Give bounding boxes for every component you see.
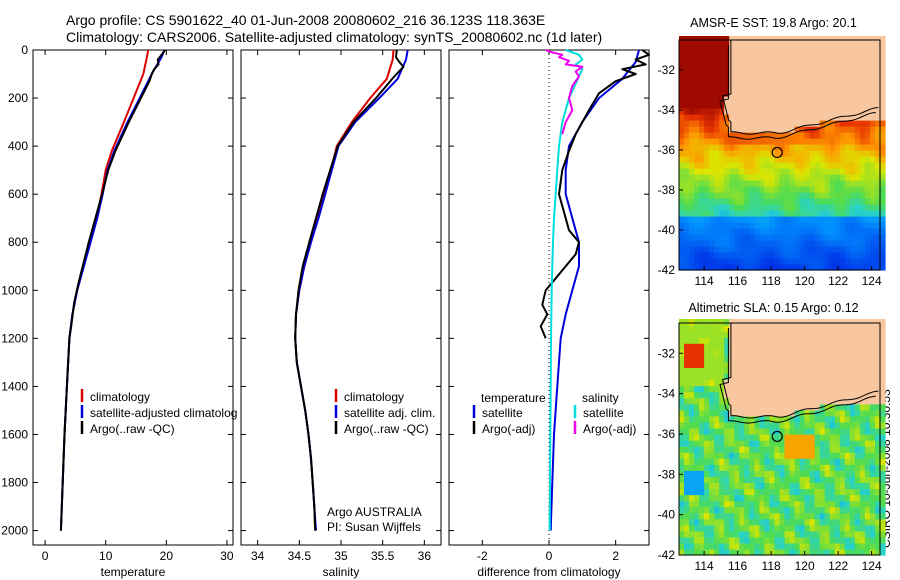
y-tick-label: -42 — [658, 263, 676, 277]
y-tick-label: 600 — [8, 187, 28, 201]
annotation-float-program: Argo AUSTRALIA — [327, 505, 422, 519]
y-tick-label: -36 — [658, 427, 676, 441]
y-tick-label: 2000 — [1, 524, 28, 538]
figure-title-line-1: Argo profile: CS 5901622_40 01-Jun-2008 … — [66, 12, 546, 28]
y-tick-label: 200 — [8, 91, 28, 105]
map-title: AMSR-E SST: 19.8 Argo: 20.1 — [690, 16, 857, 30]
coastline — [721, 40, 879, 135]
x-tick-label: 114 — [695, 559, 714, 573]
legend-heading: temperature — [481, 391, 546, 405]
legend-entry: Argo(-adj) — [482, 422, 535, 436]
sla-field — [679, 319, 886, 556]
y-tick-label: -38 — [658, 183, 676, 197]
y-tick-label: -34 — [658, 387, 676, 401]
legend-entry: Argo(-adj) — [583, 422, 636, 436]
x-tick-label: 30 — [220, 549, 234, 563]
series-line-temperature-satellite — [549, 49, 640, 531]
y-tick-label: 0 — [21, 43, 28, 57]
x-tick-label: 120 — [795, 274, 815, 288]
y-tick-label: -34 — [658, 103, 676, 117]
x-axis-label: temperature — [101, 565, 166, 579]
x-tick-label: 34.5 — [288, 549, 312, 563]
x-tick-label: 0 — [42, 549, 49, 563]
series-line-argo-raw-qc- — [59, 49, 166, 531]
plot-frame — [240, 49, 442, 546]
y-tick-label: 1400 — [1, 379, 28, 393]
x-tick-label: 114 — [695, 274, 714, 288]
annotation-principal-investigator: PI: Susan Wijffels — [327, 520, 421, 534]
profile-panel-3: -2 0 2 difference from climatology temperatu… — [448, 49, 650, 579]
y-tick-label: 400 — [8, 139, 28, 153]
y-tick-label: 1600 — [1, 427, 28, 441]
x-tick-label: 2 — [612, 549, 619, 563]
x-tick-label: 20 — [160, 549, 174, 563]
figure-title-line-2: Climatology: CARS2006. Satellite-adjuste… — [66, 29, 603, 45]
x-tick-label: 124 — [862, 274, 882, 288]
y-tick-label: 1800 — [1, 476, 28, 490]
y-tick-label: 800 — [8, 235, 28, 249]
y-tick-label: -36 — [658, 143, 676, 157]
legend-entry: satellite-adjusted climatolog — [90, 406, 237, 420]
coastline — [721, 323, 879, 419]
x-tick-label: 116 — [728, 274, 747, 288]
series-line-temperature-argo-adj- — [539, 49, 650, 339]
x-tick-label: 124 — [862, 559, 882, 573]
x-tick-label: 34 — [251, 549, 265, 563]
x-tick-label: 10 — [99, 549, 113, 563]
legend-entry: Argo(..raw -QC) — [344, 422, 429, 436]
y-tick-label: -42 — [658, 548, 676, 562]
legend-entry: satellite adj. clim. — [344, 406, 435, 420]
plot-frame — [32, 49, 234, 546]
map-frame — [678, 322, 881, 556]
map-panel-1: AMSR-E SST: 19.8 Argo: 20.1 114 116 118 120 1… — [658, 16, 886, 288]
legend-entry: satellite — [583, 406, 624, 420]
argo-location-marker — [771, 146, 783, 159]
series-line-argo-raw-qc- — [294, 49, 405, 531]
y-tick-label: -38 — [658, 467, 676, 481]
shelf-contour — [719, 328, 876, 424]
x-tick-label: 36 — [418, 549, 432, 563]
x-tick-label: 118 — [762, 274, 781, 288]
map-frame — [678, 39, 881, 271]
sst-field — [679, 36, 886, 271]
legend-entry: satellite — [482, 406, 523, 420]
map-title: Altimetric SLA: 0.15 Argo: 0.12 — [688, 301, 858, 315]
x-tick-label: 122 — [828, 274, 848, 288]
y-tick-label: 1200 — [1, 331, 28, 345]
x-tick-label: 120 — [795, 559, 815, 573]
map-panel-2: Altimetric SLA: 0.15 Argo: 0.12 114 116 118… — [658, 301, 886, 573]
x-tick-label: 35.5 — [371, 549, 395, 563]
x-tick-label: 122 — [828, 559, 848, 573]
x-axis-label: salinity — [323, 565, 360, 579]
legend-entry: Argo(..raw -QC) — [90, 422, 175, 436]
shelf-contour — [719, 45, 876, 140]
legend-heading: salinity — [582, 391, 619, 405]
x-tick-label: 116 — [728, 559, 747, 573]
argo-location-marker — [771, 430, 783, 443]
profile-panel-1: 0 10 20 30 temperature 0 200 400 600 800 1000 1200 1… — [1, 43, 237, 579]
legend-entry: climatology — [344, 390, 404, 404]
x-tick-label: 118 — [762, 559, 781, 573]
y-tick-label: 1000 — [1, 283, 28, 297]
x-axis-label: difference from climatology — [477, 565, 620, 579]
y-tick-label: -40 — [658, 223, 676, 237]
y-tick-label: -40 — [658, 508, 676, 522]
x-tick-label: 35 — [334, 549, 348, 563]
profile-panel-2: 34 34.5 35 35.5 36 salinity climatology satelli… — [240, 49, 442, 579]
x-tick-label: 0 — [546, 549, 553, 563]
series-line-salinity-argo-adj- — [545, 49, 584, 135]
legend-entry: climatology — [90, 390, 150, 404]
x-tick-label: -2 — [477, 549, 488, 563]
y-tick-label: -32 — [658, 346, 676, 360]
y-tick-label: -32 — [658, 63, 676, 77]
